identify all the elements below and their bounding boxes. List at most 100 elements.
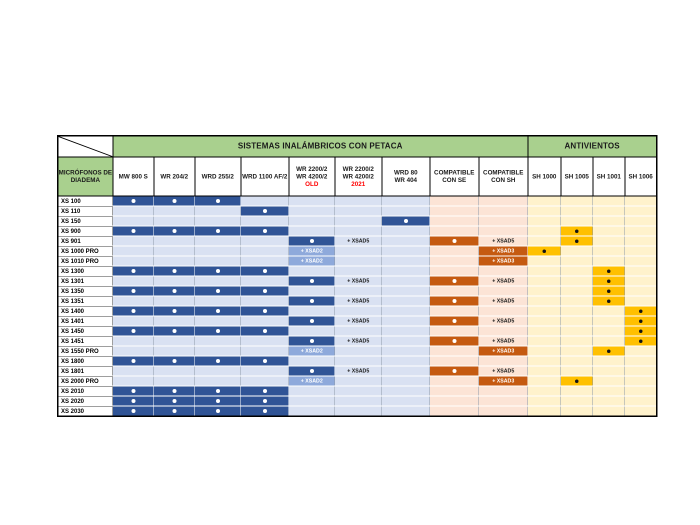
compat-cell [592,276,625,287]
compat-cell [624,256,658,267]
compat-cell [153,276,195,287]
compat-cell [334,306,382,317]
compat-cell [560,246,593,257]
column-header-0: MW 800 S [112,156,155,197]
column-header-8: COMPATIBLE CON SH [478,156,529,197]
compat-cell [429,266,479,277]
compat-cell [527,326,561,337]
compat-cell [153,206,195,217]
compat-cell: + XSAD2 [288,376,335,387]
compat-cell [560,306,593,317]
table-row: XS 901 + XSAD5 + XSAD5 [57,235,658,247]
compat-cell [194,196,241,207]
compatible-dot-icon [452,339,457,344]
compat-cell [592,306,625,317]
compatible-dot-icon [575,239,579,243]
table-row: XS 1350 [57,285,658,297]
compat-cell [240,206,289,217]
table-row: XS 1401 + XSAD5 + XSAD5 [57,315,658,327]
compat-cell [527,236,561,247]
compatible-dot-icon [131,399,136,404]
compatible-dot-icon [607,279,611,283]
compat-cell [112,256,154,267]
compatible-dot-icon [215,359,220,364]
compat-cell [194,296,241,307]
table-row: XS 1400 [57,305,658,317]
compat-cell [527,336,561,347]
compat-cell [429,196,479,207]
compat-cell [429,316,479,327]
table-row: XS 110 [57,205,658,217]
compat-cell [112,226,154,237]
compat-cell: + XSAD2 [288,346,335,357]
compat-cell [381,346,430,357]
table-row: XS 1550 PRO + XSAD2 + XSAD3 [57,345,658,357]
compatible-dot-icon [638,309,643,313]
compat-cell [288,326,335,337]
compat-cell [527,226,561,237]
compat-cell [560,346,593,357]
table-row: XS 100 [57,195,658,207]
compat-cell [153,326,195,337]
compat-cell [478,406,528,417]
compat-cell [381,356,430,367]
compat-cell [624,396,658,407]
table-row: XS 2030 [57,405,658,417]
compat-cell [194,316,241,327]
compat-cell: + XSAD3 [478,256,528,267]
compat-cell [334,256,382,267]
compat-cell [429,296,479,307]
row-label: XS 901 [57,235,113,247]
compat-cell [478,226,528,237]
row-label: XS 1000 PRO [57,245,113,257]
compat-cell [527,366,561,377]
compat-cell [527,386,561,397]
compat-cell [624,196,658,207]
compat-cell [194,216,241,227]
diagonal-line [59,137,113,157]
compatible-dot-icon [215,309,220,314]
column-header-12: SH 1006 [624,156,658,197]
compat-cell [624,206,658,217]
compatible-dot-icon [262,409,267,414]
compat-cell [560,206,593,217]
row-label: XS 1300 [57,265,113,277]
compat-cell [527,356,561,367]
compatible-dot-icon [542,249,546,253]
compatible-dot-icon [172,409,177,414]
row-label: XS 1351 [57,295,113,307]
compat-cell [381,306,430,317]
compat-cell: + XSAD5 [334,316,382,327]
compatible-dot-icon [131,409,136,414]
compatible-dot-icon [262,329,267,334]
compat-cell [334,266,382,277]
table-row: XS 1800 [57,355,658,367]
compat-cell [527,286,561,297]
compatibility-matrix: SISTEMAS INALÁMBRICOS CON PETACA ANTIVIE… [57,135,658,417]
compat-cell [624,226,658,237]
compatible-dot-icon [131,359,136,364]
compat-cell [194,336,241,347]
compat-cell [194,346,241,357]
compat-cell [112,216,154,227]
compat-cell: + XSAD5 [334,336,382,347]
compat-cell [592,326,625,337]
compat-cell [527,266,561,277]
compat-cell [381,296,430,307]
compat-cell [240,396,289,407]
compat-cell [112,246,154,257]
compat-cell [240,216,289,227]
table-row: XS 2000 PRO + XSAD2 + XSAD3 [57,375,658,387]
compatible-dot-icon [607,349,611,353]
compat-cell [334,326,382,337]
compatible-dot-icon [262,229,267,234]
compat-cell [240,376,289,387]
compat-cell [429,206,479,217]
compat-cell [429,336,479,347]
compat-cell [527,276,561,287]
compat-cell [381,326,430,337]
compat-cell [194,356,241,367]
compat-cell [194,236,241,247]
compat-cell [288,386,335,397]
compat-cell [288,296,335,307]
